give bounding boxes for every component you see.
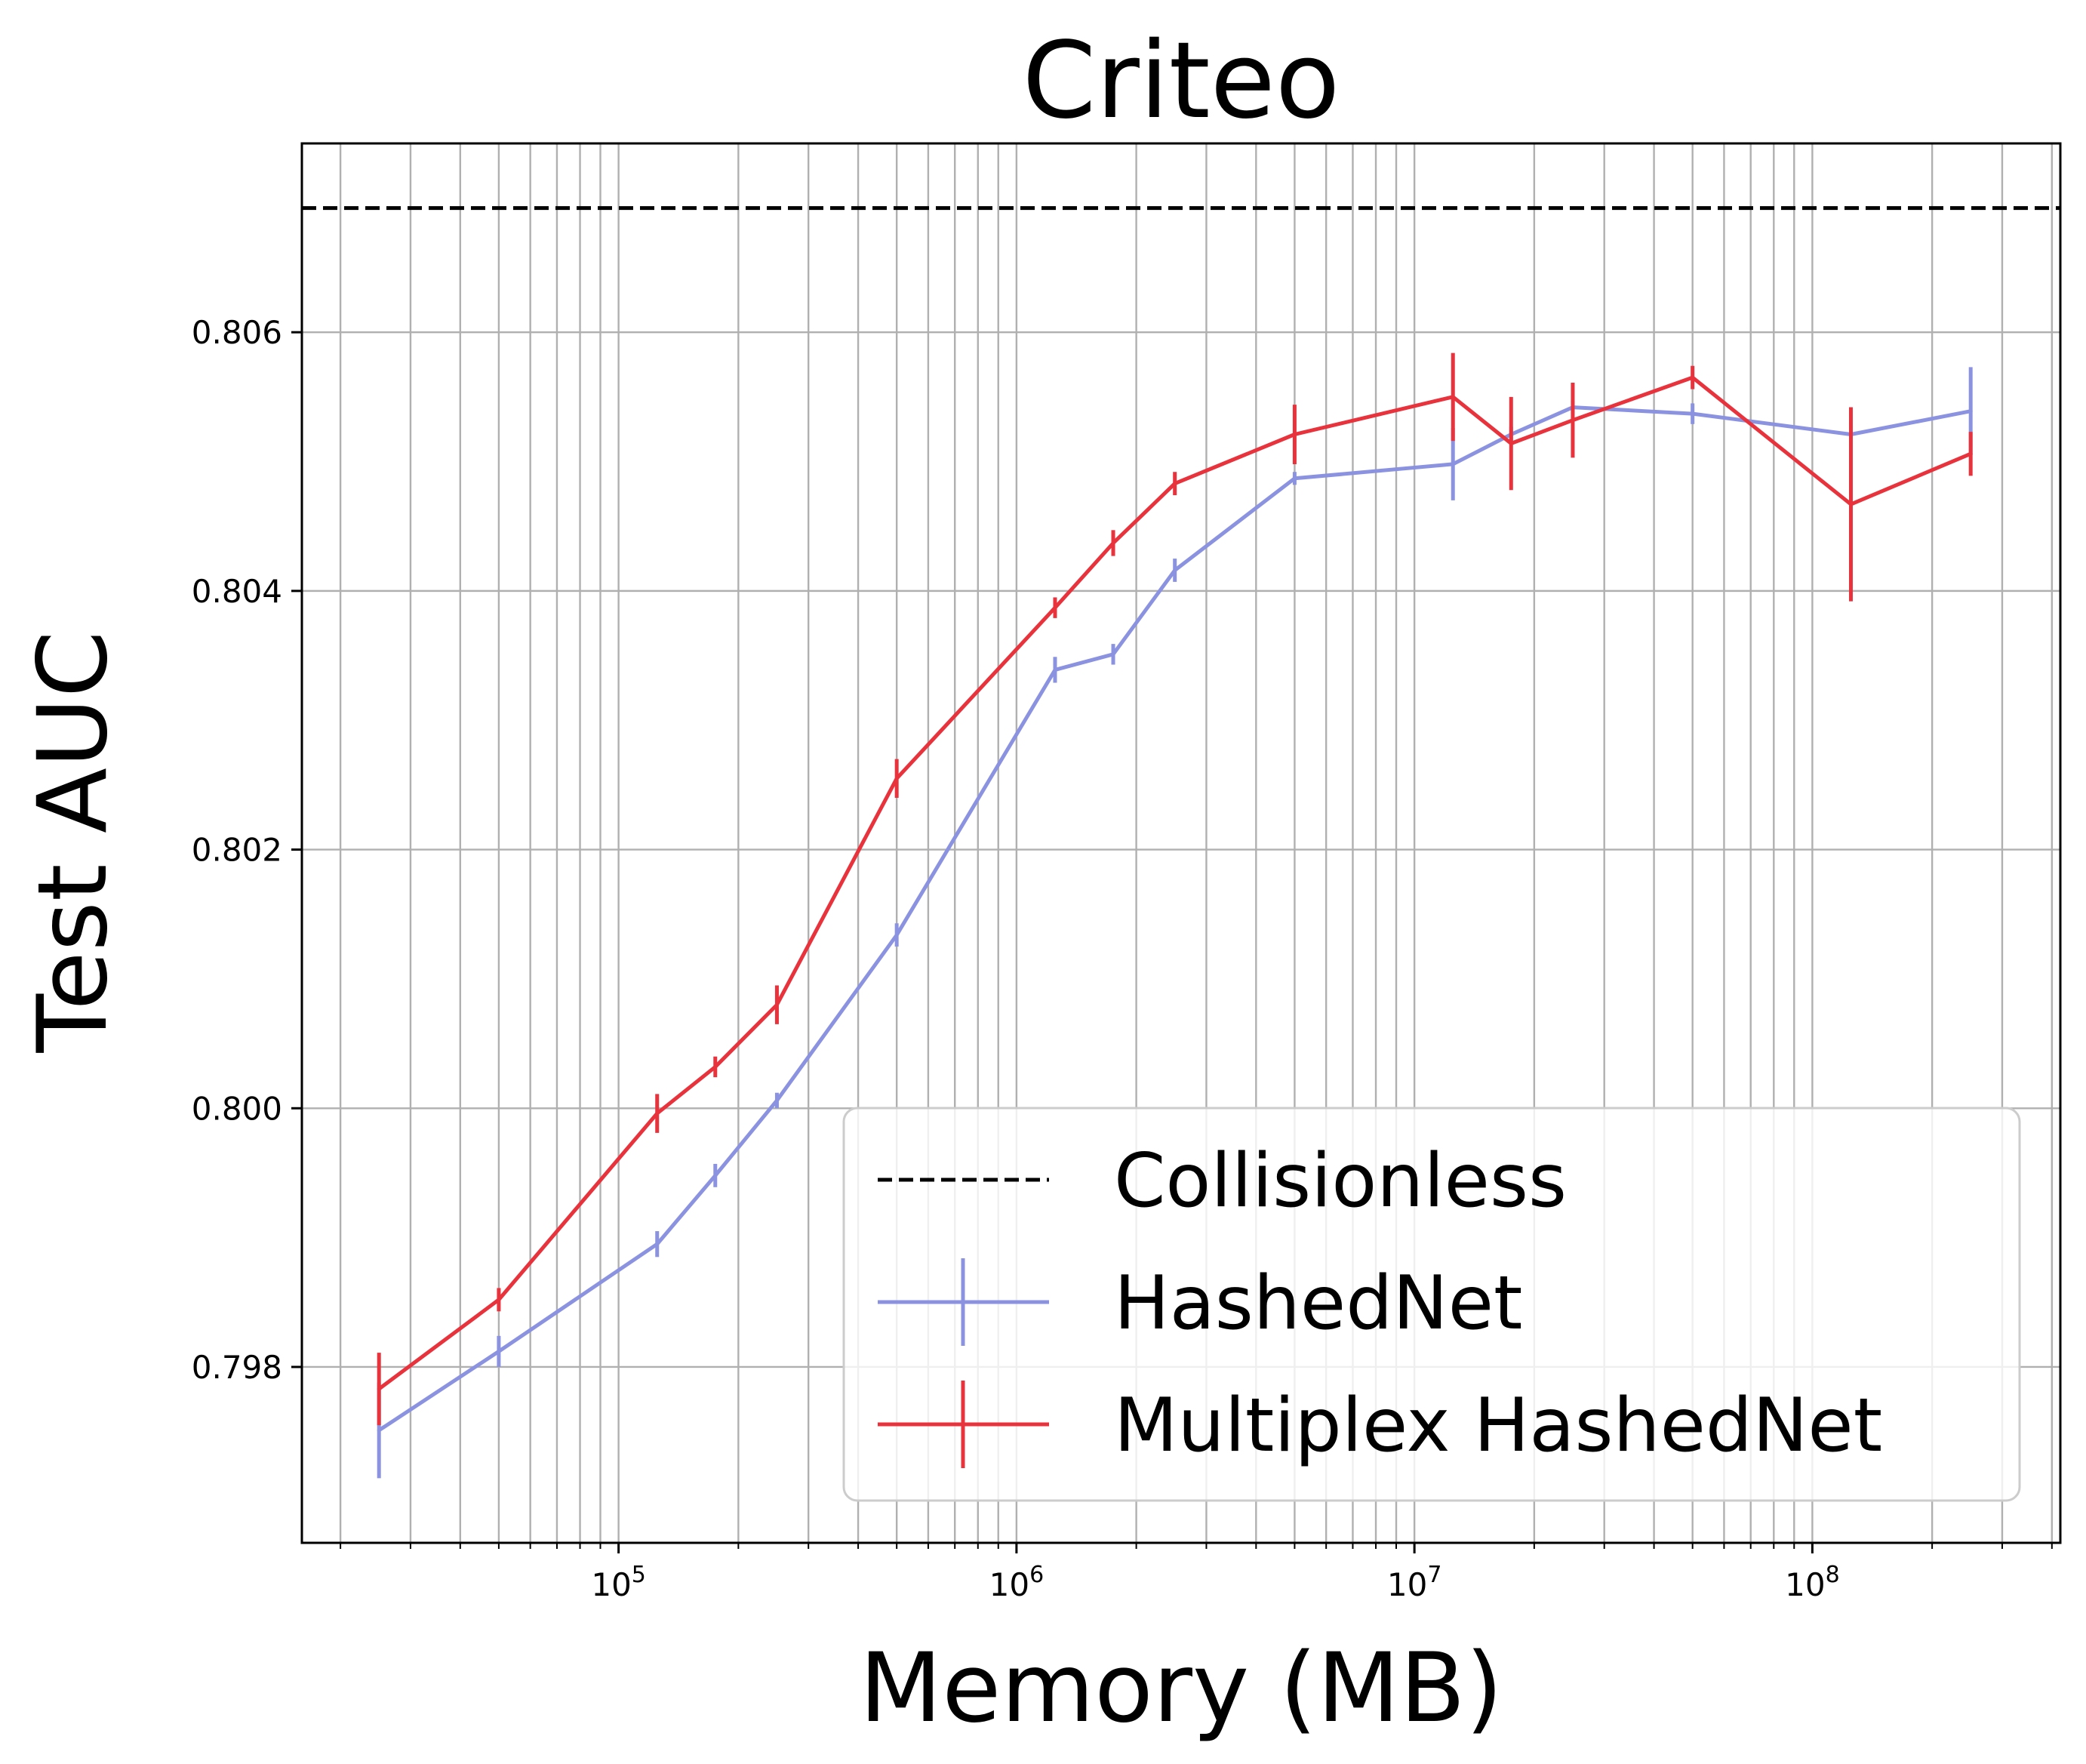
- y-tick-label: 0.798: [192, 1349, 282, 1386]
- plot-frame: [300, 142, 2062, 1544]
- y-axis-label: Test AUC: [17, 631, 128, 1054]
- y-tick-label: 0.804: [192, 573, 282, 610]
- series-line: [377, 405, 1973, 1433]
- x-tick-label: 106: [989, 1562, 1045, 1603]
- legend-box: [842, 1107, 2021, 1502]
- chart-title: Criteo: [1023, 20, 1340, 143]
- x-tick-label: 105: [591, 1562, 646, 1603]
- legend-label: Collisionless: [1114, 1138, 1567, 1224]
- legend-label: Multiplex HashedNet: [1114, 1383, 1882, 1469]
- legend-entry: Multiplex HashedNet: [878, 1381, 1882, 1469]
- series-line: [377, 375, 1973, 1391]
- x-axis-label: Memory (MB): [860, 1632, 1503, 1744]
- x-tick-label: 107: [1387, 1562, 1442, 1603]
- series-layer: [377, 352, 1973, 1479]
- legend: Collisionless HashedNet Multiplex HashedNe…: [842, 1107, 2021, 1502]
- y-tick-label: 0.802: [192, 832, 282, 869]
- axis-ticks: 0.798 0.800 0.802 0.804 0.806 105 106 107 108: [192, 314, 2053, 1603]
- legend-entry: Collisionless: [878, 1138, 1567, 1224]
- y-tick-label: 0.800: [192, 1090, 282, 1127]
- y-tick-label: 0.806: [192, 314, 282, 351]
- legend-entry: HashedNet: [878, 1258, 1522, 1347]
- series-2: [377, 352, 1973, 1426]
- x-tick-label: 108: [1785, 1562, 1840, 1603]
- legend-label: HashedNet: [1114, 1261, 1522, 1347]
